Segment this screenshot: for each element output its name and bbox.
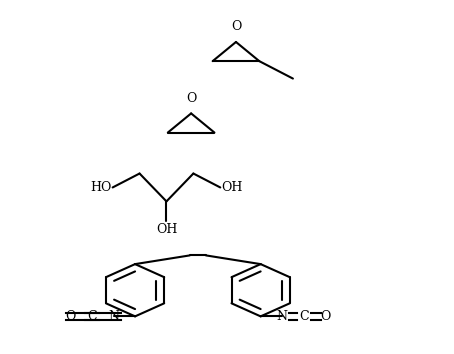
Text: N: N xyxy=(108,310,119,323)
Text: C: C xyxy=(87,310,97,323)
Text: OH: OH xyxy=(156,223,177,236)
Text: O: O xyxy=(231,20,241,33)
Text: HO: HO xyxy=(90,181,111,194)
Text: O: O xyxy=(65,310,76,323)
Text: O: O xyxy=(186,92,196,105)
Text: C: C xyxy=(299,310,309,323)
Text: O: O xyxy=(320,310,331,323)
Text: OH: OH xyxy=(222,181,243,194)
Text: N: N xyxy=(276,310,288,323)
